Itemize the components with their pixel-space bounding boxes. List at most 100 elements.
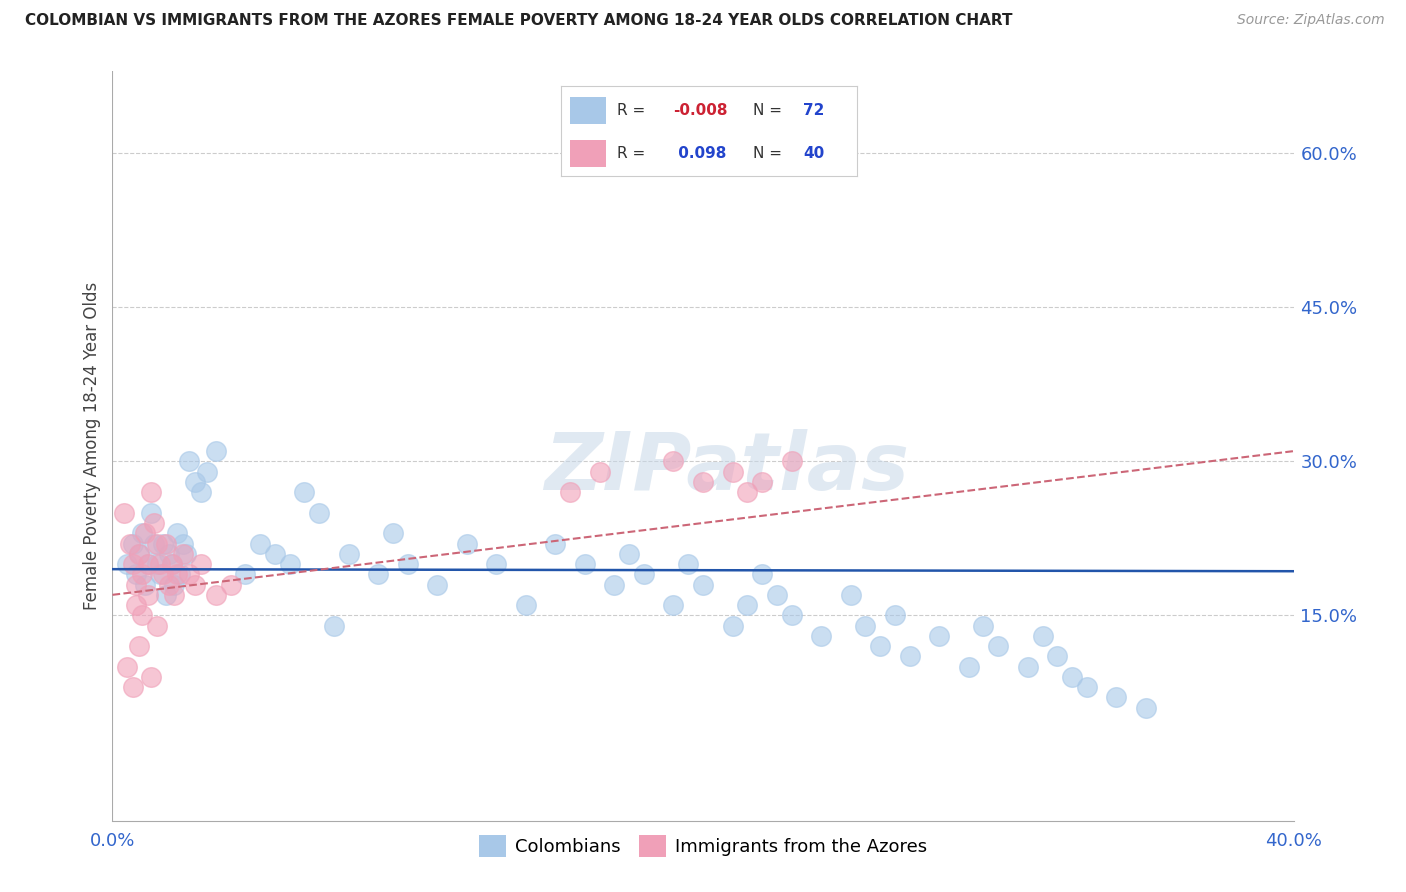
Point <box>619 547 641 561</box>
Point <box>146 536 169 550</box>
Point <box>122 557 145 571</box>
Point <box>149 557 172 571</box>
Point <box>125 567 148 582</box>
Point <box>128 547 150 561</box>
Point <box>136 557 159 571</box>
Point <box>163 588 186 602</box>
Point <box>134 577 156 591</box>
Point <box>973 618 995 632</box>
Point <box>721 618 744 632</box>
Point <box>152 536 174 550</box>
Point <box>117 557 138 571</box>
Point <box>292 485 315 500</box>
Point <box>190 485 212 500</box>
Point <box>172 536 194 550</box>
Point <box>155 536 177 550</box>
Point <box>898 649 921 664</box>
Point <box>766 588 789 602</box>
Point <box>323 618 346 632</box>
Point <box>195 465 218 479</box>
Point <box>179 454 201 468</box>
Point <box>157 547 180 561</box>
Point <box>125 577 148 591</box>
Point <box>128 547 150 561</box>
Point <box>692 577 714 591</box>
Point <box>169 567 191 582</box>
Point <box>264 547 287 561</box>
Point <box>233 567 256 582</box>
Point <box>662 454 685 468</box>
Point <box>1032 629 1054 643</box>
Point <box>574 557 596 571</box>
Point <box>692 475 714 489</box>
Point <box>780 608 803 623</box>
Point <box>184 577 207 591</box>
Point <box>308 506 330 520</box>
Point <box>146 557 169 571</box>
Legend: Colombians, Immigrants from the Azores: Colombians, Immigrants from the Azores <box>472 828 934 864</box>
Point <box>128 639 150 653</box>
Point <box>125 598 148 612</box>
Point <box>1046 649 1069 664</box>
Point <box>1135 700 1157 714</box>
Point <box>456 536 478 550</box>
Point <box>184 475 207 489</box>
Point <box>139 506 162 520</box>
Point <box>122 536 145 550</box>
Point <box>139 485 162 500</box>
Point <box>678 557 700 571</box>
Point <box>810 629 832 643</box>
Point <box>163 577 186 591</box>
Point <box>179 567 201 582</box>
Y-axis label: Female Poverty Among 18-24 Year Olds: Female Poverty Among 18-24 Year Olds <box>83 282 101 610</box>
Point <box>120 536 142 550</box>
Point <box>855 618 877 632</box>
Point <box>190 557 212 571</box>
Point <box>160 557 183 571</box>
Point <box>1017 659 1039 673</box>
Point <box>249 536 271 550</box>
Point <box>737 485 759 500</box>
Point <box>426 577 449 591</box>
Point <box>396 557 419 571</box>
Point <box>382 526 405 541</box>
Point <box>219 577 242 591</box>
Point <box>751 475 773 489</box>
Point <box>544 536 567 550</box>
Point <box>166 567 188 582</box>
Point <box>737 598 759 612</box>
Point <box>558 485 582 500</box>
Point <box>928 629 950 643</box>
Point <box>337 547 360 561</box>
Point <box>957 659 980 673</box>
Point <box>172 547 194 561</box>
Point <box>662 598 685 612</box>
Point <box>131 567 153 582</box>
Point <box>751 567 773 582</box>
Point <box>131 608 153 623</box>
Point <box>588 465 610 479</box>
Point <box>884 608 907 623</box>
Point <box>155 588 177 602</box>
Point <box>136 557 159 571</box>
Point <box>721 465 744 479</box>
Point <box>142 516 165 530</box>
Point <box>1062 670 1084 684</box>
Point <box>152 567 174 582</box>
Point <box>633 567 655 582</box>
Point <box>485 557 508 571</box>
Point <box>166 526 188 541</box>
Point <box>122 680 145 694</box>
Point <box>117 659 138 673</box>
Point <box>134 526 156 541</box>
Point <box>112 506 135 520</box>
Point <box>139 670 162 684</box>
Point <box>160 557 183 571</box>
Point <box>1076 680 1098 694</box>
Point <box>869 639 891 653</box>
Point <box>146 618 169 632</box>
Point <box>174 547 197 561</box>
Point <box>157 577 180 591</box>
Point <box>987 639 1010 653</box>
Point <box>1105 690 1128 705</box>
